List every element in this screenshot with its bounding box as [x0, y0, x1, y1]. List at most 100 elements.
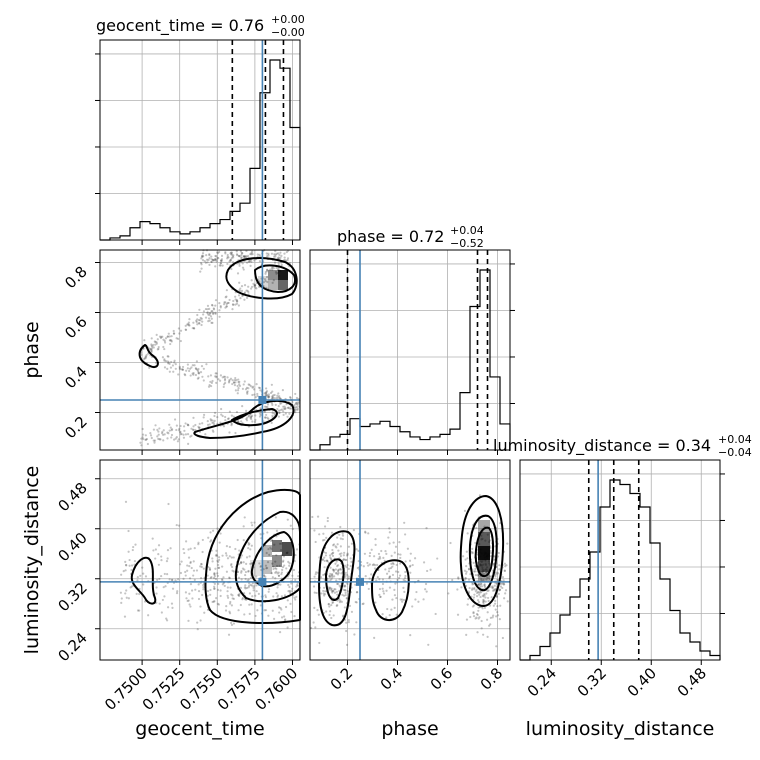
scatter-point [173, 361, 176, 364]
scatter-point [272, 267, 275, 270]
scatter-point [381, 578, 385, 581]
scatter-point [156, 348, 159, 351]
scatter-point [169, 547, 172, 550]
scatter-point [491, 586, 494, 589]
scatter-point [152, 346, 155, 349]
scatter-point [154, 548, 157, 551]
scatter-point [473, 570, 476, 573]
scatter-point [257, 592, 260, 595]
scatter-point [259, 564, 263, 568]
scatter-point [367, 564, 370, 567]
scatter-point [264, 609, 268, 612]
scatter-point [288, 564, 291, 567]
scatter-point [323, 594, 326, 597]
scatter-point [388, 575, 391, 579]
scatter-point [186, 323, 189, 326]
scatter-point [253, 285, 256, 288]
scatter-point [205, 258, 209, 261]
scatter-point [494, 588, 497, 591]
scatter-point [251, 393, 254, 397]
scatter-point [194, 373, 198, 377]
scatter-point [388, 531, 391, 534]
axes-frames-layer [99, 39, 721, 661]
scatter-point [175, 523, 178, 527]
scatter-point [263, 392, 266, 395]
scatter-point [349, 564, 352, 568]
scatter-point [245, 296, 249, 299]
scatter-point [249, 287, 253, 290]
scatter-point [486, 635, 489, 638]
scatter-point [335, 546, 338, 549]
scatter-point [341, 614, 345, 617]
scatter-point [271, 395, 274, 398]
scatter-point [486, 589, 489, 593]
scatter-point [492, 604, 495, 607]
scatter-point [473, 593, 476, 596]
scatter-point [232, 303, 235, 307]
scatter-point [196, 377, 200, 380]
scatter-point [488, 624, 491, 627]
scatter-point [345, 554, 349, 557]
scatter-point [491, 586, 495, 589]
scatter-point [316, 515, 320, 518]
scatter-point [341, 534, 345, 537]
scatter-point [272, 617, 276, 620]
axes-frame [519, 459, 721, 661]
scatter-point [240, 289, 244, 292]
scatter-point [276, 572, 279, 575]
scatter-point [228, 298, 231, 302]
scatter-point [135, 592, 138, 595]
scatter-point [364, 531, 367, 534]
scatter-point [480, 578, 483, 581]
scatter-point [502, 583, 505, 586]
scatter-point [231, 594, 234, 597]
contour-ld-geocent-d [130, 556, 157, 605]
scatter-point [265, 391, 268, 395]
scatter-point [273, 261, 277, 264]
scatter-point [173, 359, 176, 362]
scatter-point [330, 531, 334, 534]
scatter-point [496, 604, 499, 608]
scatter-point [199, 565, 202, 568]
scatter-point [199, 619, 202, 622]
scatter-point [250, 253, 253, 256]
scatter-point [474, 541, 477, 545]
scatter-point [245, 419, 249, 422]
scatter-point [484, 600, 487, 603]
scatter-point [386, 607, 389, 611]
scatter-point [371, 563, 374, 567]
scatter-point [222, 303, 226, 306]
scatter-point [241, 294, 244, 298]
scatter-point [206, 311, 209, 314]
scatter-point [265, 413, 268, 417]
scatter-point [310, 626, 313, 630]
scatter-point [214, 372, 217, 375]
scatter-point [199, 319, 202, 322]
title-luminosity-distance-plus: +0.04 [718, 433, 752, 446]
scatter-point [476, 590, 480, 594]
scatter-point [265, 567, 268, 570]
scatter-point [268, 553, 271, 556]
scatter-point [124, 569, 127, 572]
scatter-point [425, 590, 428, 593]
scatter-point [401, 598, 404, 601]
scatter-point [208, 319, 211, 322]
scatter-point [276, 594, 280, 597]
scatter-point [152, 549, 155, 552]
scatter-point [217, 566, 221, 569]
scatter-point [398, 574, 402, 577]
scatter-point [231, 597, 234, 600]
scatter-point [474, 590, 477, 593]
scatter-point [325, 559, 329, 562]
scatter-point [187, 619, 190, 622]
scatter-point [178, 332, 181, 335]
scatter-point [334, 588, 337, 591]
scatter-point [276, 586, 279, 589]
scatter-point [156, 435, 159, 438]
scatter-point [476, 574, 480, 577]
scatter-point [277, 262, 280, 265]
scatter-point [170, 335, 173, 338]
scatter-point [166, 355, 169, 358]
scatter-point [269, 391, 273, 395]
scatter-point [216, 256, 219, 260]
